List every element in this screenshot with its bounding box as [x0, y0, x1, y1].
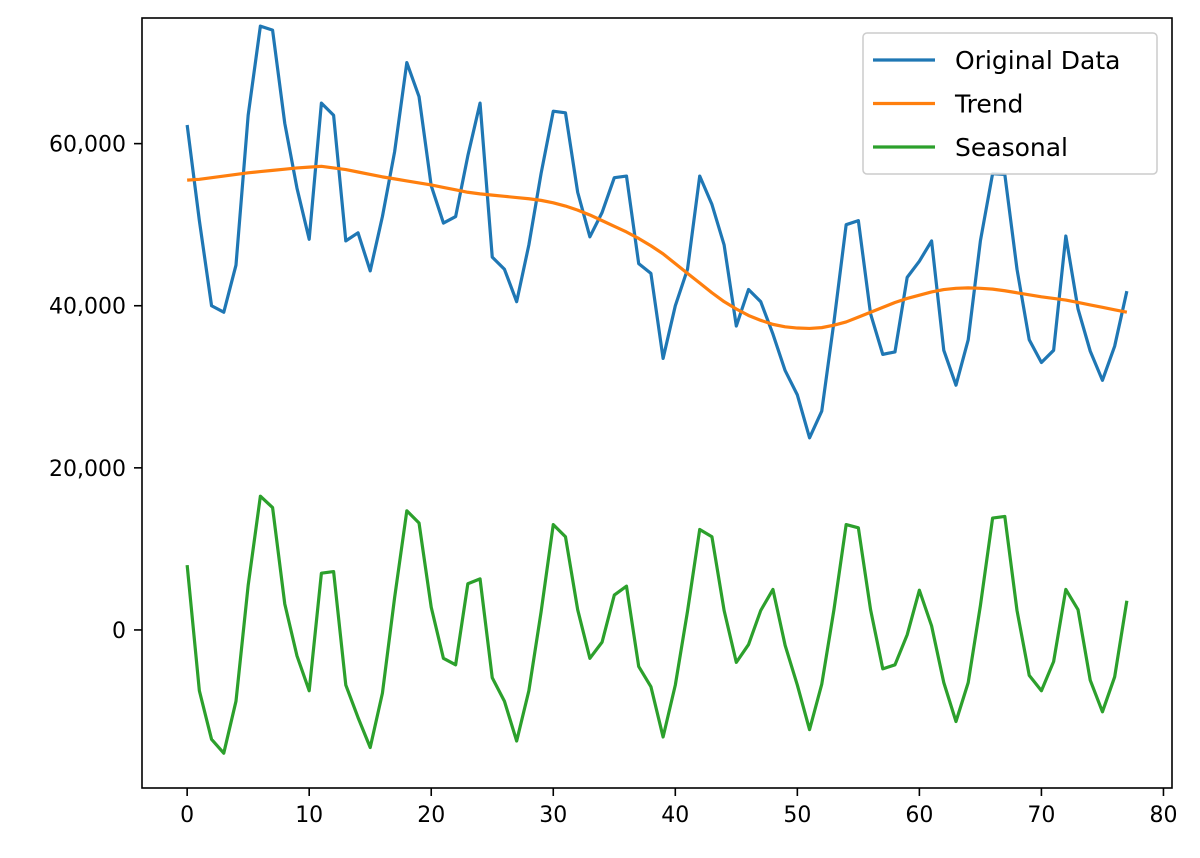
- legend-label-seasonal: Seasonal: [955, 133, 1068, 162]
- legend: Original Data Trend Seasonal: [862, 32, 1158, 175]
- series-line-trend: [187, 164, 1128, 331]
- x-axis: 0 10 20 30 40 50 60 70 80: [180, 788, 1177, 828]
- x-tick-label: 50: [783, 803, 811, 828]
- series-line-seasonal: [185, 494, 1129, 755]
- x-tick-label: 70: [1027, 803, 1055, 828]
- y-tick-label: 20,000: [49, 457, 126, 482]
- y-tick-label: 60,000: [49, 133, 126, 158]
- legend-box: [862, 32, 1158, 175]
- x-tick-label: 40: [661, 803, 689, 828]
- series-line-original-data: [185, 24, 1129, 440]
- x-tick-label: 60: [905, 803, 933, 828]
- x-tick-label: 80: [1149, 803, 1177, 828]
- x-tick-label: 0: [180, 803, 194, 828]
- legend-label-trend: Trend: [954, 90, 1023, 119]
- legend-label-original-data: Original Data: [955, 46, 1120, 75]
- y-tick-label: 0: [112, 619, 126, 644]
- plot-frame: [141, 17, 1173, 789]
- x-tick-label: 30: [539, 803, 567, 828]
- series-layer: [185, 24, 1129, 755]
- x-tick-label: 20: [417, 803, 445, 828]
- y-axis: 0 20,000 40,000 60,000: [49, 133, 142, 644]
- x-tick-label: 10: [295, 803, 323, 828]
- y-tick-label: 40,000: [49, 295, 126, 320]
